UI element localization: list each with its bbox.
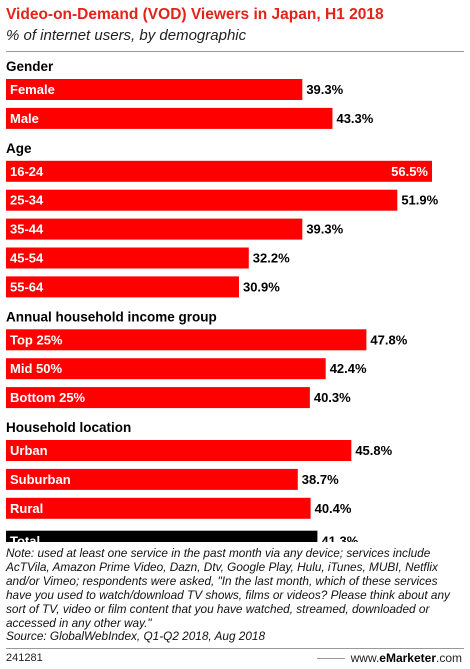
bar	[6, 358, 326, 380]
note-text: Note: used at least one service in the p…	[6, 546, 450, 630]
bar-chart: Gender Female 39.3% Male 43.3% Age 16-24 56.5% 2…	[6, 59, 439, 542]
bar	[6, 276, 239, 298]
bar-category-label: Rural	[10, 501, 43, 516]
bar	[6, 387, 310, 409]
bar	[6, 329, 367, 351]
bar-value-label: 32.2%	[253, 251, 290, 266]
bar-category-label: Urban	[10, 443, 48, 458]
bar-category-label: 45-54	[10, 251, 44, 266]
bar-category-label: 25-34	[10, 193, 44, 208]
bar	[6, 218, 303, 240]
bar-category-label: Suburban	[10, 472, 71, 487]
bar-value-label: 51.9%	[401, 193, 438, 208]
bar-value-label: 38.7%	[302, 472, 339, 487]
bar-category-label: Bottom 25%	[10, 390, 86, 405]
bar-value-label: 45.8%	[355, 443, 392, 458]
bar-value-label: 56.5%	[391, 164, 428, 179]
chart-title: Video-on-Demand (VOD) Viewers in Japan, …	[6, 6, 384, 23]
bar-value-label: 41.3%	[321, 534, 358, 542]
bar-value-label: 40.3%	[314, 390, 351, 405]
bar-category-label: 35-44	[10, 222, 44, 237]
top-divider	[6, 51, 464, 52]
bar	[6, 79, 303, 100]
chart-id: 241281	[6, 652, 43, 664]
bar	[6, 440, 352, 461]
bottom-divider	[6, 648, 464, 649]
bar-category-label: Total	[10, 534, 40, 542]
bar-value-label: 40.4%	[315, 501, 352, 516]
brand-logo: www.eMarketer.com	[316, 651, 462, 665]
bar-category-label: 16-24	[10, 164, 44, 179]
source-text: Source: GlobalWebIndex, Q1-Q2 2018, Aug …	[6, 629, 266, 644]
bar	[6, 530, 318, 542]
bar-value-label: 42.4%	[330, 361, 367, 376]
bar	[6, 247, 249, 269]
bar-category-label: Female	[10, 82, 55, 97]
chart-subtitle: % of internet users, by demographic	[6, 27, 247, 44]
bar-category-label: Mid 50%	[10, 361, 62, 376]
bar	[6, 468, 298, 490]
bar-value-label: 47.8%	[370, 332, 407, 347]
bar	[6, 189, 398, 211]
group-header: Age	[6, 141, 32, 156]
group-header: Annual household income group	[6, 309, 217, 324]
bar-value-label: 39.3%	[306, 222, 343, 237]
chart-note: Note: used at least one service in the p…	[6, 546, 462, 644]
bar-category-label: Top 25%	[10, 332, 63, 347]
bar-value-label: 30.9%	[243, 279, 280, 294]
bar-category-label: Male	[10, 111, 39, 126]
bar-category-label: 55-64	[10, 279, 44, 294]
bar	[6, 107, 333, 129]
group-header: Household location	[6, 420, 131, 435]
bar-value-label: 39.3%	[306, 82, 343, 97]
bar	[6, 160, 432, 182]
group-header: Gender	[6, 59, 54, 74]
bar	[6, 497, 311, 519]
bar-value-label: 43.3%	[336, 111, 373, 126]
